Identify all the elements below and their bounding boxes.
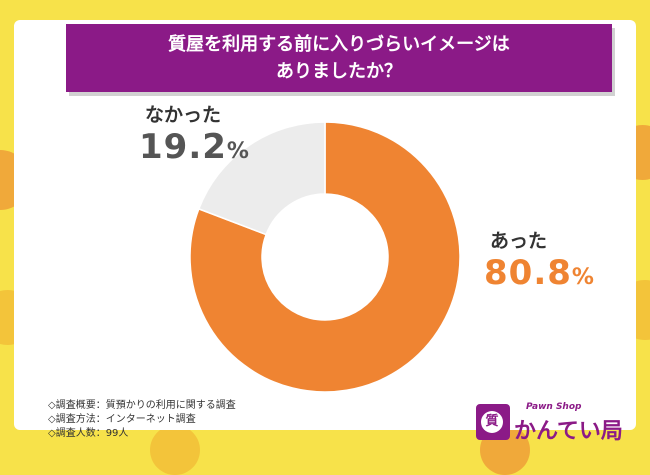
note-line: ◇調査方法：インターネット調査 bbox=[48, 414, 196, 425]
chart-title: 質屋を利用する前に入りづらいイメージは ありましたか？ bbox=[66, 24, 612, 92]
percent-unit: % bbox=[571, 265, 595, 290]
note-line: ◇調査概要：質預かりの利用に関する調査 bbox=[48, 400, 236, 411]
category-label: あった bbox=[490, 230, 548, 252]
value-number: 19.2 bbox=[139, 127, 227, 167]
donut-chart bbox=[189, 121, 461, 393]
value-label: 19.2% bbox=[139, 127, 250, 167]
note-line: ◇調査人数：99人 bbox=[48, 428, 129, 439]
logo-subtitle: Pawn Shop bbox=[526, 402, 582, 412]
percent-unit: % bbox=[226, 139, 250, 164]
chart-title-line2: ありましたか？ bbox=[276, 61, 402, 82]
donut-slice-nakatta bbox=[197, 121, 326, 236]
value-number: 80.8 bbox=[484, 253, 572, 293]
category-label: なかった bbox=[145, 104, 222, 126]
donut-slice-atta bbox=[189, 121, 461, 393]
logo-mark-icon: 質 bbox=[476, 404, 510, 440]
slice-label-atta: あった 80.8% bbox=[484, 226, 595, 293]
logo-mark-glyph: 質 bbox=[481, 411, 503, 433]
slice-label-nakatta: なかった 19.2% bbox=[139, 100, 250, 167]
brand-logo: 質 Pawn Shop かんてい局 bbox=[476, 402, 626, 444]
chart-title-line1: 質屋を利用する前に入りづらいイメージは bbox=[168, 34, 510, 55]
chart-card: 質屋を利用する前に入りづらいイメージは ありましたか？ なかった 19.2% あ… bbox=[14, 20, 636, 444]
survey-notes: ◇調査概要：質預かりの利用に関する調査 ◇調査方法：インターネット調査 ◇調査人… bbox=[48, 399, 236, 441]
value-label: 80.8% bbox=[484, 253, 595, 293]
logo-name: かんてい局 bbox=[514, 419, 623, 444]
